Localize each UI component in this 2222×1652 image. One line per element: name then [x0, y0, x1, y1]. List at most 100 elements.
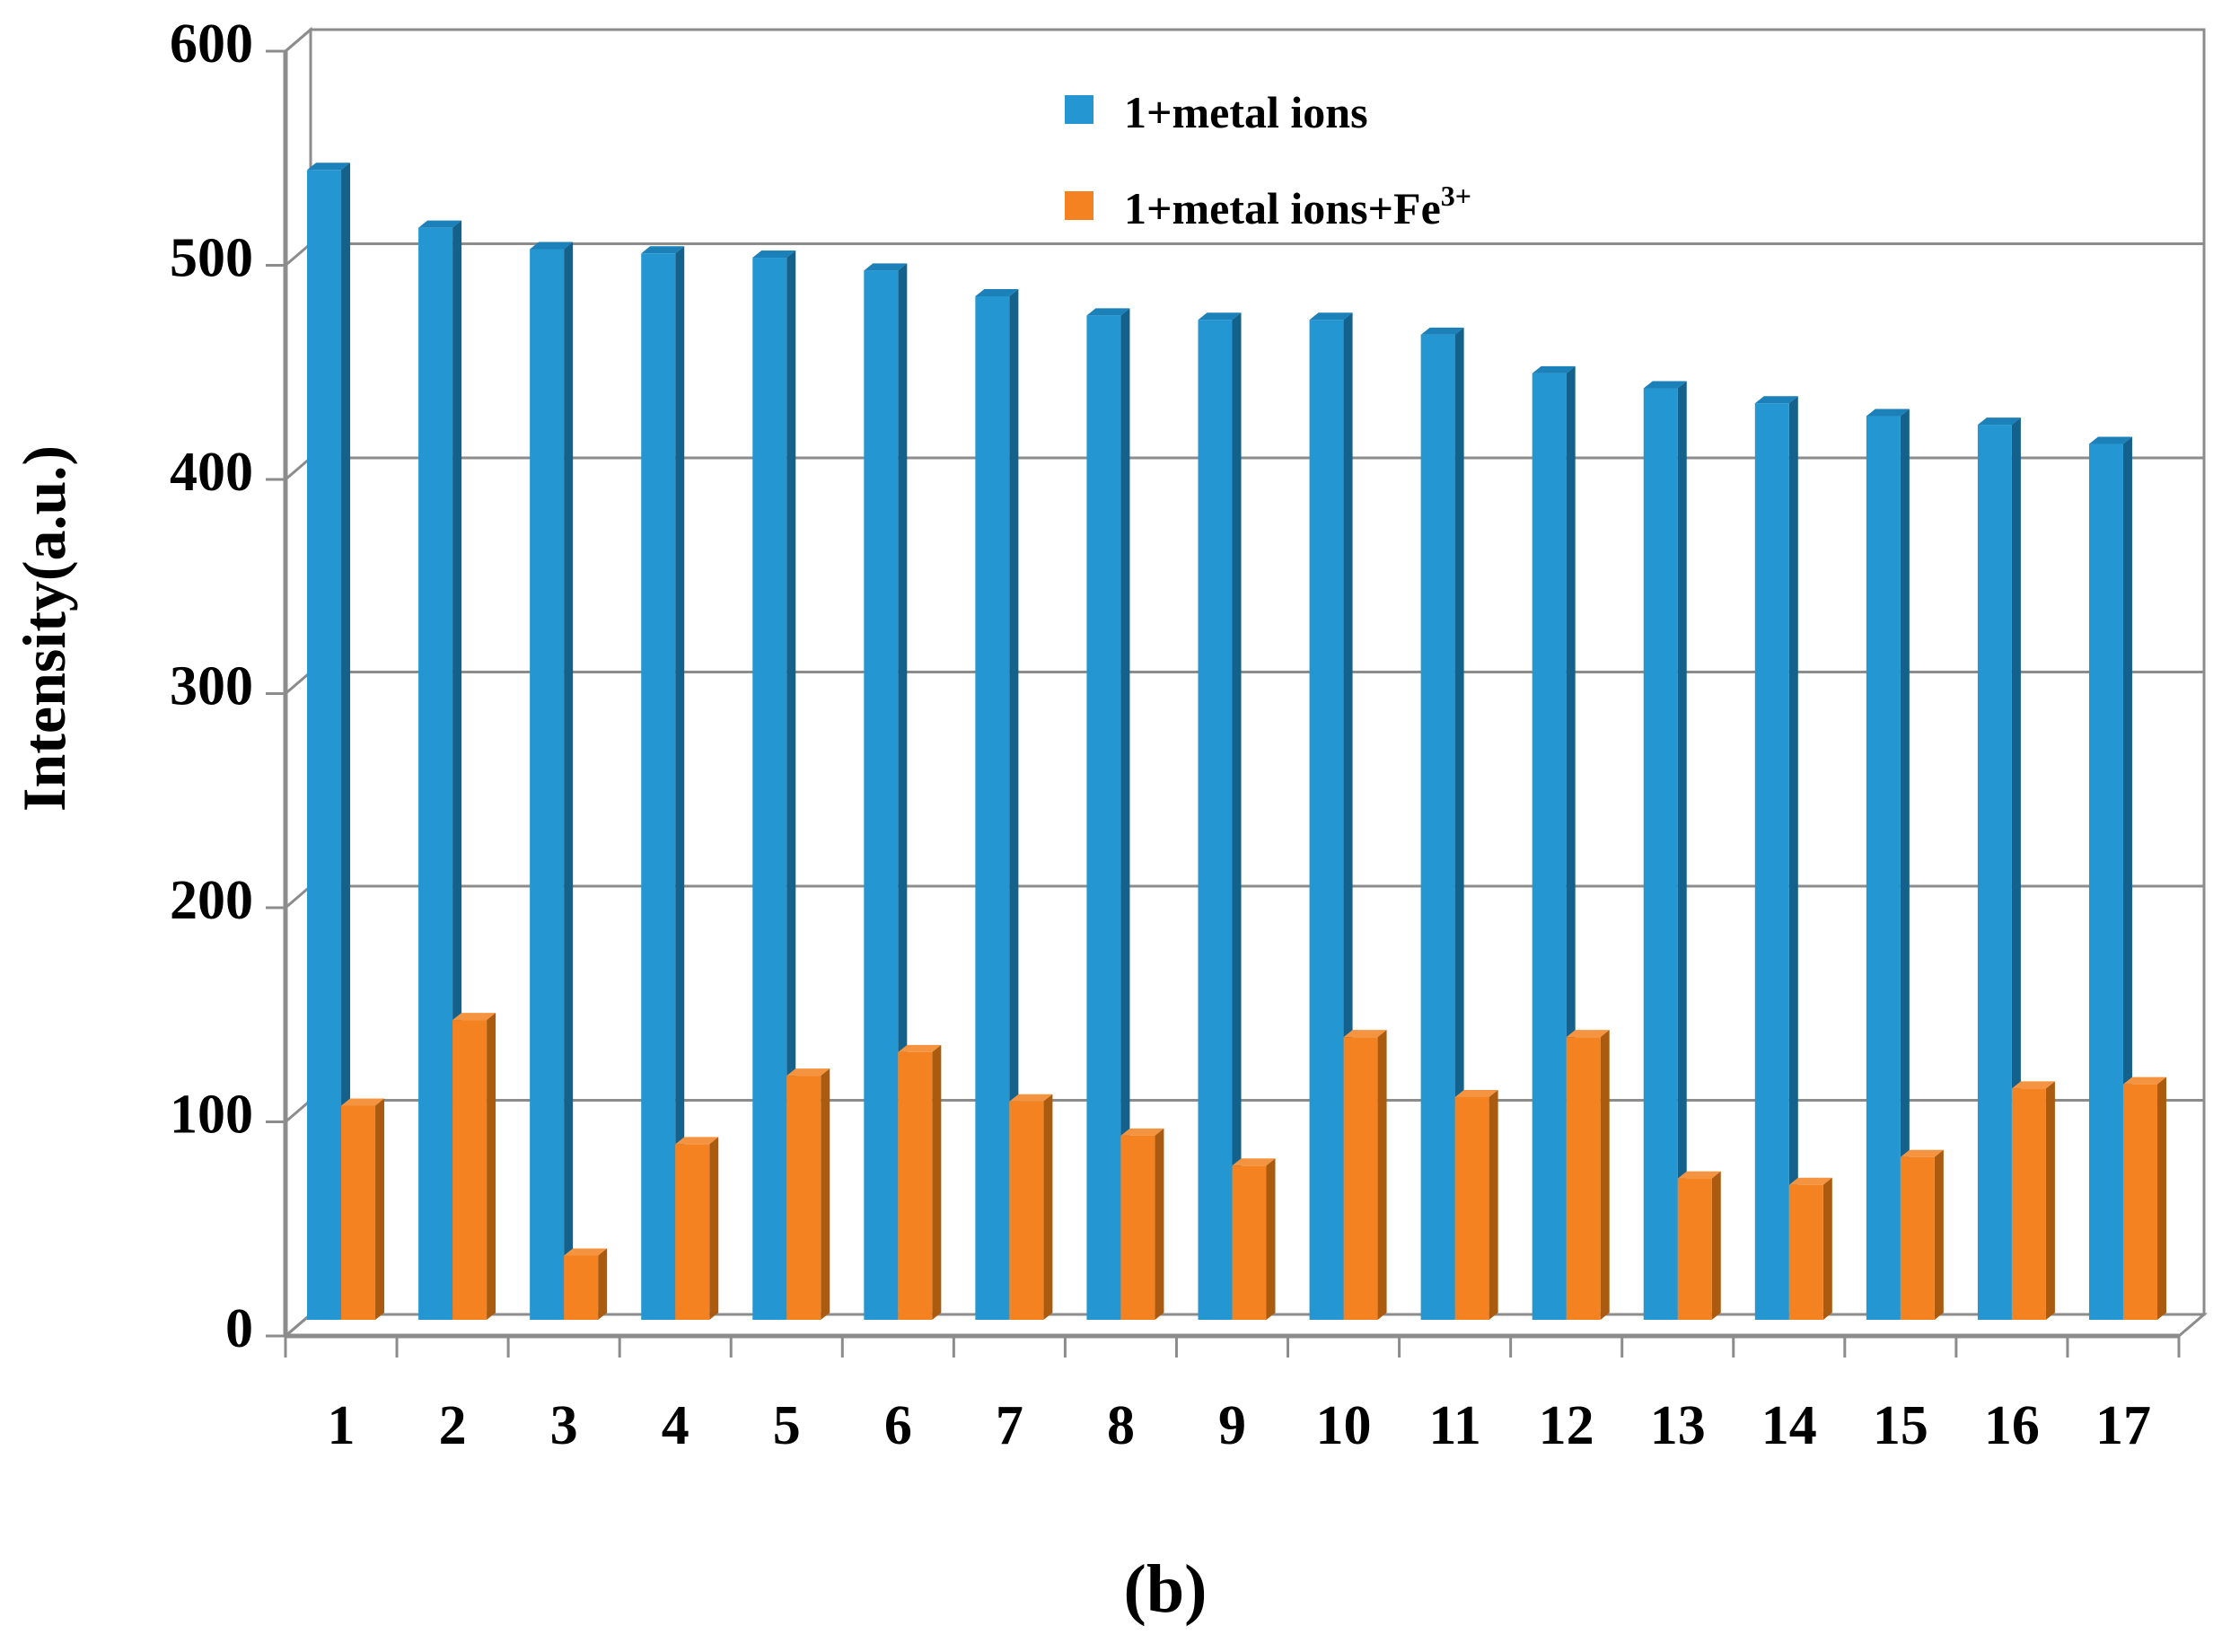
bar-series1-cat1-side — [341, 163, 351, 1320]
bar-series1-cat8-top — [1086, 308, 1130, 316]
y-tick-label-0: 0 — [225, 1298, 253, 1359]
bar-series1-cat11-top — [1420, 327, 1464, 335]
bar-series2-cat9-front — [1232, 1165, 1267, 1320]
legend-label-series1: 1+metal ions — [1124, 87, 1368, 137]
figure-caption: (b) — [1124, 1551, 1208, 1627]
bar-series2-cat10-side — [1377, 1030, 1387, 1320]
bar-series1-cat1-top — [307, 163, 351, 171]
x-category-label-17: 17 — [2095, 1395, 2151, 1456]
bar-series1-cat4 — [641, 246, 685, 1320]
bar-series1-cat14-top — [1754, 396, 1798, 404]
legend-swatch-series2 — [1065, 191, 1093, 220]
bar-series1-cat16-front — [1977, 425, 2012, 1320]
bar-series1-cat2-front — [418, 227, 453, 1320]
bar-series2-cat4-side — [709, 1137, 719, 1320]
bar-series2-cat6 — [898, 1044, 942, 1320]
gridline-connector-0 — [285, 1313, 312, 1338]
bar-series1-cat3-front — [530, 249, 565, 1320]
bar-series1-cat14 — [1754, 396, 1798, 1321]
bar-series2-cat16-front — [2011, 1088, 2046, 1320]
bar-series2-cat13-front — [1677, 1178, 1712, 1320]
bar-series2-cat15 — [1900, 1149, 1944, 1320]
y-tick-label-500: 500 — [170, 228, 253, 289]
bar-series2-cat16-side — [2045, 1081, 2055, 1320]
bar-series1-cat1 — [307, 163, 351, 1320]
bar-series2-cat3 — [564, 1248, 608, 1320]
bar-series1-cat8-side — [1120, 308, 1130, 1320]
y-tick-label-300: 300 — [170, 656, 253, 717]
bar-series2-cat7-top — [1009, 1094, 1053, 1102]
x-category-label-14: 14 — [1761, 1395, 1817, 1456]
x-axis-tick-labels: 1 2 3 4 5 6 7 8 9 10 11 12 13 14 15 16 17 — [284, 1336, 2181, 1456]
bar-series2-cat10-front — [1343, 1037, 1378, 1320]
bar-series1-cat1-front — [307, 170, 342, 1320]
bar-series2-cat13-side — [1711, 1171, 1721, 1320]
bar-series1-cat10-front — [1309, 320, 1344, 1321]
bar-series2-cat14 — [1788, 1177, 1832, 1320]
bar-series2-cat17-side — [2156, 1076, 2166, 1320]
bar-series2-cat2-side — [487, 1013, 496, 1320]
bar-series1-cat14-side — [1788, 396, 1798, 1321]
bar-series1-cat12-top — [1532, 365, 1576, 373]
gridline-connector-200 — [285, 884, 312, 909]
bar-series2-cat9-top — [1232, 1158, 1276, 1166]
gridline-connector-600 — [285, 28, 312, 53]
bar-series2-cat5-front — [786, 1076, 821, 1320]
bar-series1-cat14-front — [1754, 403, 1789, 1321]
x-category-label-2: 2 — [439, 1395, 467, 1456]
bar-series2-cat17-front — [2122, 1084, 2157, 1320]
bar-series2-cat3-front — [564, 1255, 599, 1320]
bar-series2-cat2-front — [452, 1020, 487, 1320]
y-tick-label-400: 400 — [170, 442, 253, 503]
gridline-connector-400 — [285, 456, 312, 481]
x-category-label-10: 10 — [1316, 1395, 1372, 1456]
bar-series2-cat3-side — [598, 1248, 608, 1320]
bar-series1-cat11-side — [1454, 327, 1464, 1320]
bar-series2-cat5-side — [821, 1068, 830, 1320]
bar-series2-cat17 — [2122, 1076, 2166, 1320]
bar-series2-cat2-top — [452, 1013, 496, 1021]
x-category-label-11: 11 — [1428, 1395, 1481, 1456]
bar-series1-cat3 — [530, 242, 574, 1320]
bar-series2-cat7-side — [1043, 1094, 1053, 1320]
bar-series1-cat8 — [1086, 308, 1130, 1320]
bar-series1-cat10-top — [1309, 312, 1353, 321]
bar-series2-cat5-top — [786, 1068, 830, 1076]
bar-series2-cat6-top — [898, 1044, 942, 1052]
x-category-label-8: 8 — [1107, 1395, 1135, 1456]
bar-series2-cat5 — [786, 1068, 830, 1320]
bar-series1-cat4-top — [641, 246, 685, 254]
bar-series1-cat4-side — [675, 246, 685, 1320]
bar-series2-cat14-top — [1788, 1177, 1832, 1185]
bar-series2-cat15-front — [1900, 1156, 1935, 1320]
bar-series1-cat15-top — [1866, 409, 1910, 417]
bar-series1-cat7-side — [1009, 288, 1019, 1321]
x-category-label-4: 4 — [662, 1395, 689, 1456]
bar-series2-cat7 — [1009, 1094, 1053, 1320]
bar-series2-cat4 — [675, 1137, 719, 1320]
y-tick-label-100: 100 — [170, 1085, 253, 1146]
bar-series2-cat10-top — [1343, 1030, 1387, 1038]
bar-series1-cat5-side — [786, 250, 796, 1320]
legend-swatch-series1 — [1065, 95, 1093, 124]
x-category-label-5: 5 — [773, 1395, 801, 1456]
bar-series2-cat9 — [1232, 1158, 1276, 1320]
bar-series1-cat11 — [1420, 327, 1464, 1320]
bar-series2-cat12 — [1566, 1030, 1610, 1320]
bar-series2-cat3-top — [564, 1248, 608, 1256]
x-category-label-9: 9 — [1218, 1395, 1246, 1456]
bar-series2-cat6-side — [932, 1044, 942, 1320]
bar-series1-cat13-side — [1677, 381, 1687, 1320]
bar-series1-cat7-front — [975, 295, 1010, 1321]
bar-series2-cat13 — [1677, 1171, 1721, 1320]
bar-series2-cat15-top — [1900, 1149, 1944, 1157]
bar-series2-cat16-top — [2011, 1081, 2055, 1089]
bar-series2-cat6-front — [898, 1051, 933, 1320]
bar-series1-cat11-front — [1420, 334, 1455, 1320]
bar-series1-cat13 — [1643, 381, 1687, 1320]
bar-series1-cat7-top — [975, 288, 1019, 296]
x-category-label-7: 7 — [996, 1395, 1023, 1456]
bar-series1-cat15-front — [1866, 416, 1901, 1320]
bar-series2-cat2 — [452, 1013, 496, 1320]
bar-series1-cat17-front — [2088, 444, 2123, 1320]
